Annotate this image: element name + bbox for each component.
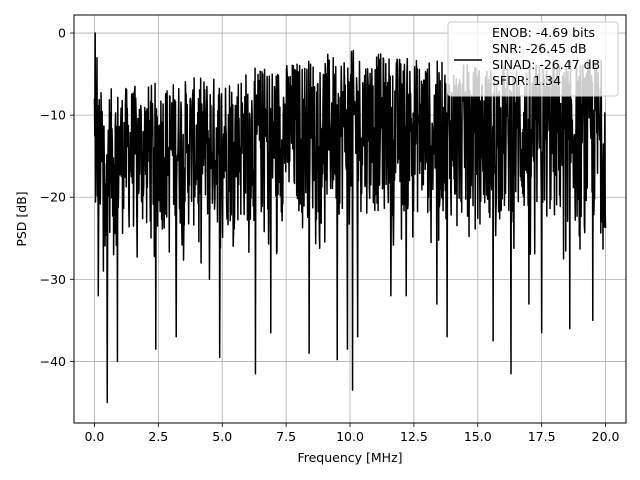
- x-axis-label: Frequency [MHz]: [297, 450, 402, 465]
- x-tick-label: 7.5: [276, 429, 296, 444]
- legend-line-text: SNR: -26.45 dB: [492, 41, 587, 56]
- y-tick-label: 0: [58, 26, 66, 41]
- x-axis: 0.0 2.5 5.0 7.5 10.0 12.5 15.0 17.5 20.0: [84, 423, 620, 444]
- y-tick-label: −30: [40, 272, 66, 287]
- y-tick-label: −40: [40, 354, 66, 369]
- x-tick-label: 15.0: [464, 429, 492, 444]
- series-layer: [93, 32, 607, 404]
- legend-box: [447, 21, 619, 97]
- legend-series-label: ENOB: -4.69 bits SNR: -26.45 dB SINAD: -26…: [492, 25, 600, 88]
- y-axis: 0 −10 −20 −30 −40: [40, 26, 74, 369]
- x-tick-label: 12.5: [400, 429, 428, 444]
- psd-series-line: [93, 32, 607, 404]
- x-tick-label: 2.5: [148, 429, 168, 444]
- y-axis-label: PSD [dB]: [14, 191, 29, 246]
- x-tick-label: 17.5: [528, 429, 556, 444]
- x-tick-label: 10.0: [336, 429, 364, 444]
- x-tick-label: 5.0: [212, 429, 232, 444]
- legend-line-text: SFDR: 1.34: [492, 73, 561, 88]
- x-tick-label: 0.0: [84, 429, 104, 444]
- legend-line-text: SINAD: -26.47 dB: [492, 57, 600, 72]
- y-tick-label: −10: [40, 108, 66, 123]
- y-tick-label: −20: [40, 190, 66, 205]
- legend: ENOB: -4.69 bits SNR: -26.45 dB SINAD: -26…: [447, 21, 619, 97]
- x-tick-label: 20.0: [592, 429, 620, 444]
- legend-line-text: ENOB: -4.69 bits: [492, 25, 595, 40]
